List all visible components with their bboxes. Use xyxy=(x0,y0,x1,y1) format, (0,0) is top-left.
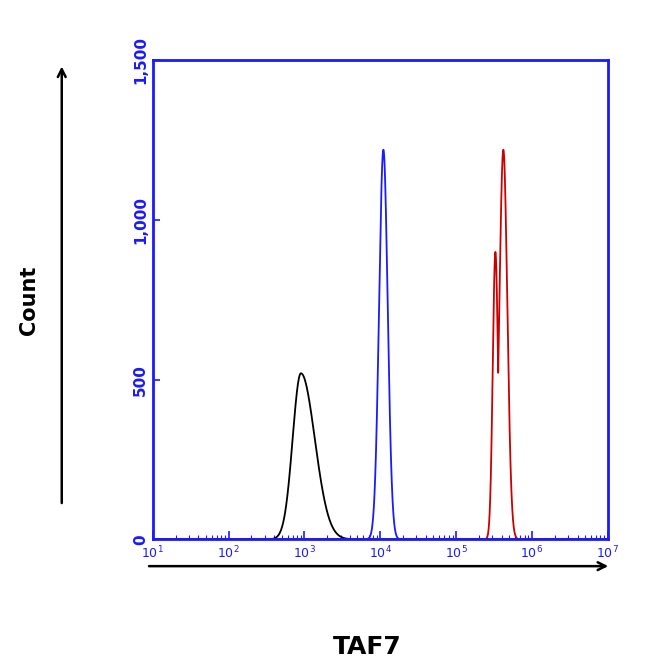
Text: TAF7: TAF7 xyxy=(333,634,402,659)
Text: Count: Count xyxy=(20,265,39,334)
